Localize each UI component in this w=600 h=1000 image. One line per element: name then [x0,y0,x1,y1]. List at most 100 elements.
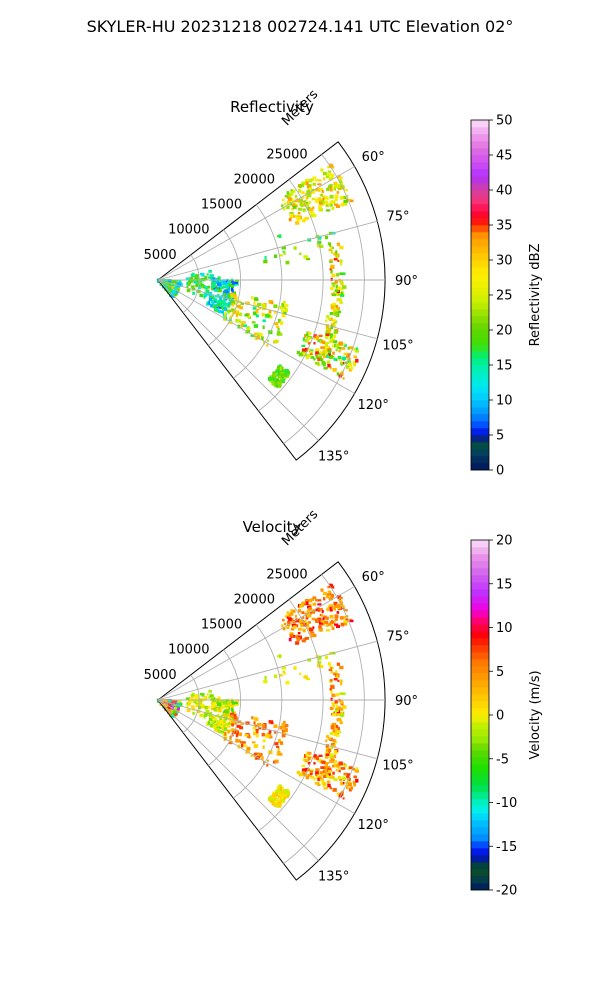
echo-gate [304,334,307,338]
echo-gate [327,203,331,206]
echo-gate [323,177,326,181]
echo-gate [207,301,211,305]
echo-gate [284,790,289,795]
echo-gate [253,324,259,328]
echo-gate [261,312,265,317]
echo-gate [228,321,233,325]
colorbar-cell [471,218,489,226]
echo-gate [319,778,323,782]
echo-gate [338,793,341,796]
echo-gate [310,633,313,638]
velocity-colorbar-cells [470,539,490,891]
echo-gate [304,599,310,602]
colorbar-cell [471,197,489,205]
echo-gate [330,335,333,339]
echo-gate [272,793,276,797]
echo-gate [283,671,286,675]
echo-gate [326,187,330,192]
echo-gate [301,344,306,348]
azimuth-tick-label: 60° [362,150,385,165]
azimuth-gridline [157,699,319,861]
colorbar-cell [471,869,489,877]
echo-gate [318,608,321,612]
echo-gate [291,627,295,631]
echo-gate [327,623,331,626]
echo-gate [310,211,315,214]
colorbar-cell [471,120,489,128]
echo-gate [306,613,312,618]
echo-gate [195,274,200,277]
colorbar-cell [471,575,489,583]
echo-gate [247,329,250,334]
echo-gate [256,717,259,722]
echo-gate [352,360,355,364]
echo-gate [331,355,335,360]
echo-gate [325,328,330,331]
echo-gate [301,219,306,223]
echo-gate [310,631,315,634]
echo-gate [236,312,239,316]
echo-gate [168,279,172,283]
echo-gate [296,217,301,222]
echo-gate [291,207,295,211]
echo-gate [305,601,309,605]
echo-gate [328,748,332,753]
colorbar-cell [471,757,489,765]
echo-gate [234,282,239,286]
echo-feature-6 [296,751,359,800]
range-tick-label: 10000 [168,643,209,658]
echo-gate [213,724,217,727]
echo-gate [262,739,266,743]
echo-gate [320,168,324,172]
echo-feature-8 [267,784,291,808]
echo-gate [282,198,285,202]
echo-gate [292,205,297,209]
echo-gate [335,625,340,628]
colorbar-cell [471,806,489,814]
velocity-panel: 5000 10000 15000 20000 25000 60° 75° 90° 105° 120… [144,507,418,885]
echo-gate [224,710,229,714]
colorbar-cell [471,155,489,163]
echo-gate [220,286,224,289]
echo-gate [330,755,333,759]
echo-gate [336,292,341,296]
echo-gate [330,173,334,178]
echo-gate [286,191,290,195]
echo-gate [190,693,195,697]
echo-gate [320,346,325,349]
echo-gate [339,616,344,620]
echo-gate [210,277,214,280]
echo-gate [307,608,312,611]
colorbar-cell [471,813,489,821]
colorbar-cell [471,568,489,576]
echo-gate [323,354,327,358]
echo-gate [304,192,307,196]
echo-gate [313,762,316,765]
echo-gate [235,318,239,323]
echo-gate [269,795,272,798]
echo-gate [286,626,290,630]
echo-gate [209,694,214,698]
echo-gate [276,792,281,795]
colorbar-cell [471,771,489,779]
echo-gate [214,705,218,709]
echo-gate [331,206,335,210]
echo-gate [323,597,326,601]
echo-gate [199,281,202,285]
echo-gate [228,719,232,722]
echo-gate [278,375,282,379]
echo-gate [352,768,355,771]
range-ring [208,229,241,346]
echo-gate [324,235,329,240]
echo-gate [279,725,283,730]
echo-gate [299,604,302,609]
colorbar-cell [471,743,489,751]
echo-gate [212,282,216,285]
echo-gate [325,335,329,339]
colorbar-cell [471,687,489,695]
echo-gate [332,764,336,768]
echo-gate [320,613,324,617]
echo-gate [321,610,324,613]
echo-gate [339,679,343,683]
colorbar-cell [471,456,489,464]
